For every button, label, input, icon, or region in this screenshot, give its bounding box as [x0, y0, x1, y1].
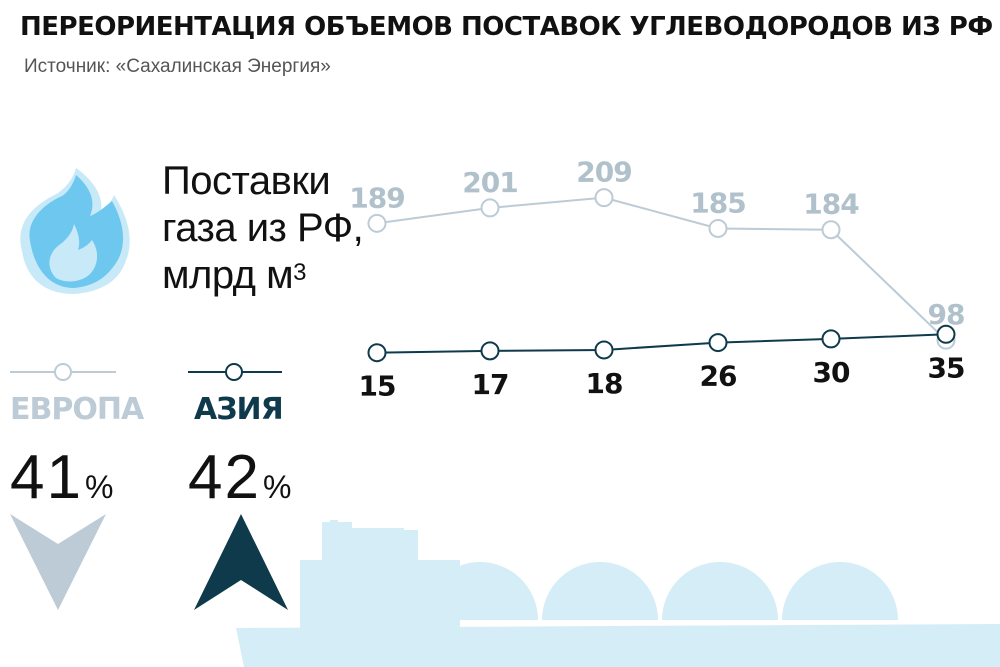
series-line-europe — [376, 196, 947, 341]
data-point-europe — [708, 218, 728, 238]
data-point-asia — [708, 333, 728, 353]
legend-label-europe: ЕВРОПА — [10, 392, 144, 427]
chart-label-line3: млрд м3 — [162, 252, 363, 299]
data-label-europe: 201 — [462, 166, 517, 199]
asia-share-sign: % — [262, 469, 292, 505]
source-subtitle: Источник: «Сахалинская Энергия» — [24, 56, 331, 77]
chart-label: Поставки газа из РФ, млрд м3 — [162, 158, 364, 299]
europe-share-sign: % — [84, 469, 114, 505]
data-point-asia — [936, 324, 956, 344]
data-label-asia: 15 — [359, 370, 396, 403]
data-label-europe: 185 — [690, 186, 745, 219]
asia-share-value: 42 — [188, 443, 261, 512]
data-point-europe — [367, 213, 387, 233]
data-label-asia: 35 — [928, 351, 965, 384]
data-point-asia — [821, 329, 841, 349]
asia-share: 42% — [188, 442, 291, 513]
data-point-europe — [480, 198, 500, 218]
series-line-asia — [376, 333, 947, 354]
chart-label-unit: млрд м — [162, 253, 294, 297]
europe-share: 41% — [10, 442, 113, 513]
data-label-asia: 30 — [813, 356, 850, 389]
data-point-asia — [367, 343, 387, 363]
data-label-europe: 209 — [576, 156, 631, 189]
data-label-asia: 17 — [472, 368, 509, 401]
europe-share-value: 41 — [10, 443, 83, 512]
data-point-asia — [594, 340, 614, 360]
legend-marker-europe — [10, 363, 116, 381]
chart-label-unit-sup: 3 — [293, 259, 306, 286]
chart-label-line1: Поставки — [162, 159, 331, 203]
legend-label-asia: АЗИЯ — [194, 392, 284, 427]
data-point-europe — [821, 220, 841, 240]
page-title: ПЕРЕОРИЕНТАЦИЯ ОБЪЕМОВ ПОСТАВОК УГЛЕВОДО… — [20, 12, 993, 42]
data-label-asia: 18 — [586, 367, 623, 400]
data-label-europe: 189 — [349, 181, 404, 214]
chart-label-line2: газа из РФ, — [162, 206, 364, 250]
flame-icon — [20, 168, 130, 294]
data-point-europe — [594, 188, 614, 208]
arrow-down-icon — [10, 514, 106, 610]
data-label-asia: 26 — [700, 360, 737, 393]
arrow-up-icon — [194, 514, 288, 610]
data-label-europe: 184 — [803, 188, 859, 221]
legend-marker-asia — [188, 363, 282, 381]
data-point-asia — [480, 341, 500, 361]
